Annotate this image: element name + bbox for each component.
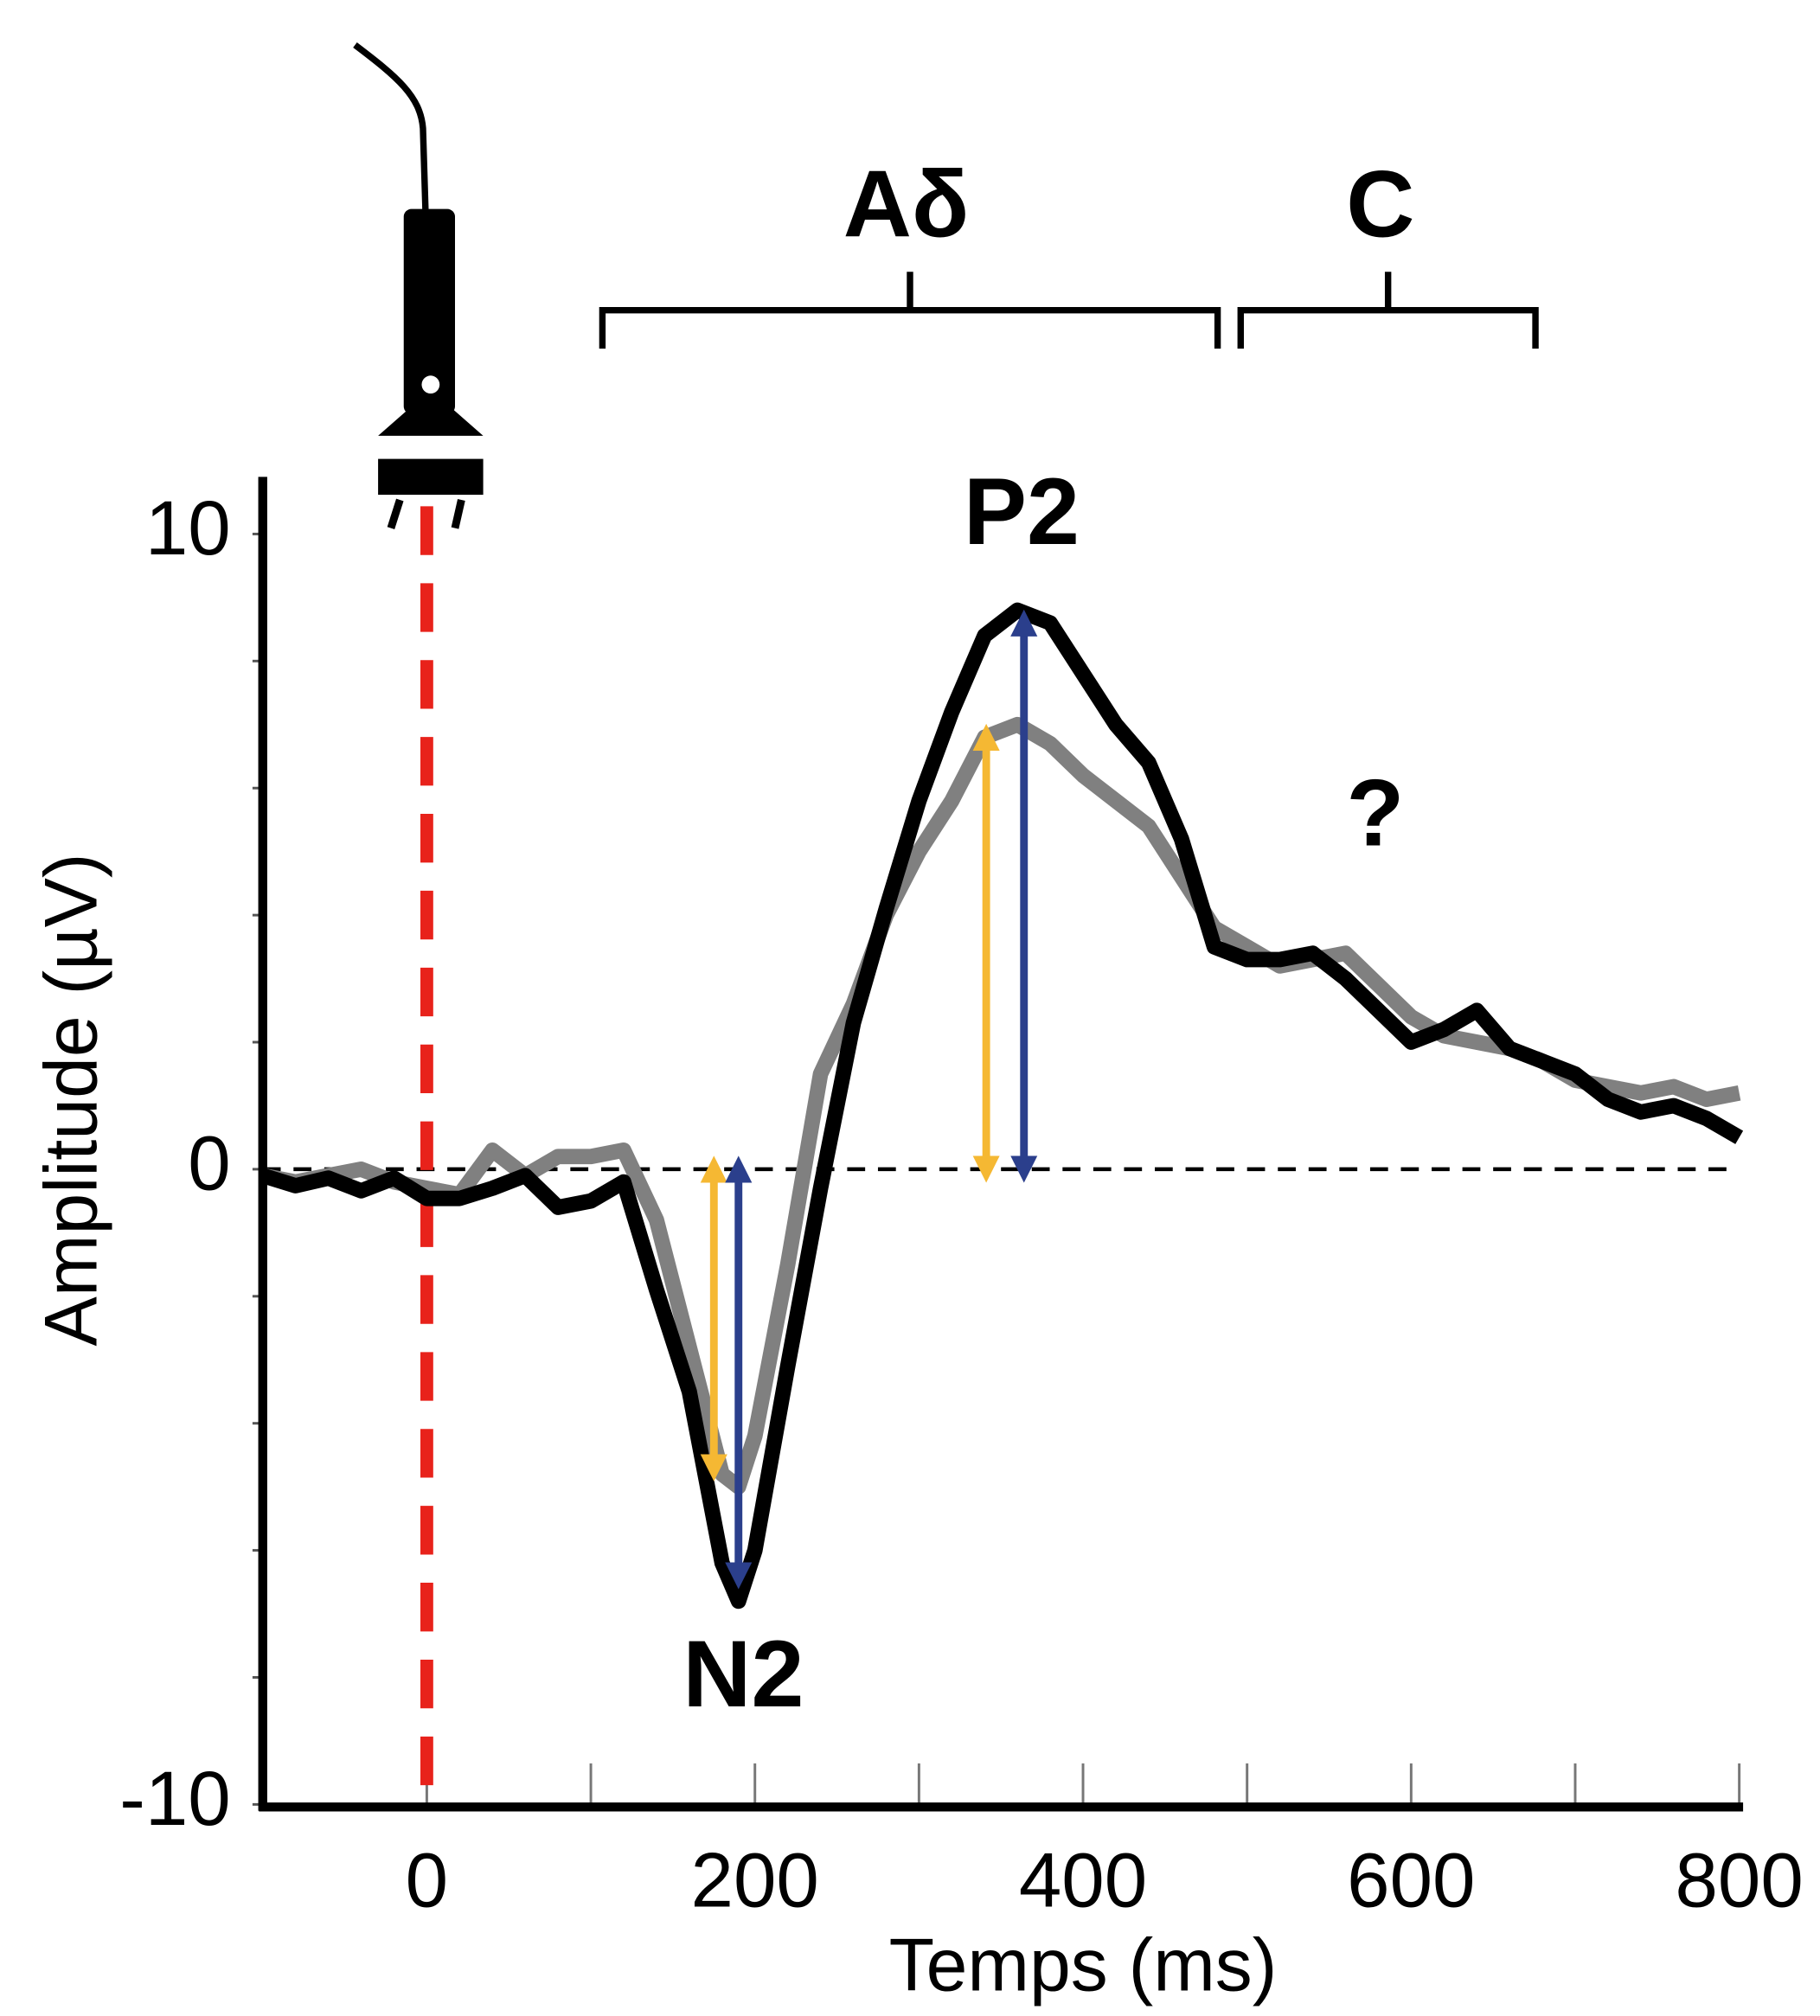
latency-bracket <box>599 272 1221 349</box>
x-tick-label: 600 <box>1347 1838 1475 1923</box>
y-axis-title: Amplitude (µV) <box>30 853 113 1346</box>
x-tick-label: 0 <box>406 1838 448 1923</box>
x-tick-label: 400 <box>1019 1838 1147 1923</box>
erp-line <box>261 716 1741 1495</box>
annotation: N2 <box>682 1622 804 1727</box>
annotation: C <box>1346 152 1414 258</box>
erp-line <box>260 602 1744 1610</box>
y-tick-label: 10 <box>145 485 231 571</box>
latency-bracket <box>1237 272 1539 349</box>
annotation: ? <box>1346 760 1404 866</box>
x-tick-label: 800 <box>1675 1838 1803 1923</box>
annotation: Aδ <box>843 152 970 258</box>
x-tick-label: 200 <box>691 1838 819 1923</box>
y-tick-label: -10 <box>119 1756 230 1841</box>
y-tick-label: 0 <box>188 1120 230 1206</box>
x-axis-title: Temps (ms) <box>889 1924 1278 2007</box>
annotation: P2 <box>964 459 1080 565</box>
thermode-icon <box>353 42 484 529</box>
